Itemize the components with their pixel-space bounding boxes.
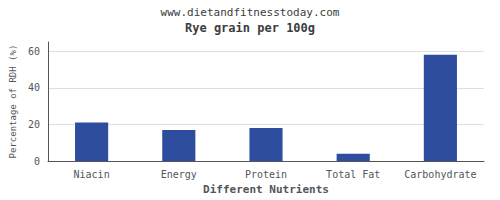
svg-text:Rye grain per 100g: Rye grain per 100g — [185, 21, 315, 35]
svg-text:0: 0 — [34, 156, 40, 167]
svg-text:Energy: Energy — [161, 169, 197, 180]
svg-text:Protein: Protein — [245, 169, 287, 180]
svg-text:60: 60 — [28, 46, 40, 57]
svg-text:Percentage of RDH (%): Percentage of RDH (%) — [8, 45, 18, 159]
svg-text:Niacin: Niacin — [74, 169, 110, 180]
svg-text:Different Nutrients: Different Nutrients — [203, 183, 329, 196]
svg-text:Carbohydrate: Carbohydrate — [404, 169, 476, 180]
svg-text:20: 20 — [28, 119, 40, 130]
svg-text:Total Fat: Total Fat — [326, 169, 380, 180]
svg-text:www.dietandfitnesstoday.com: www.dietandfitnesstoday.com — [161, 6, 340, 19]
svg-text:40: 40 — [28, 82, 40, 93]
